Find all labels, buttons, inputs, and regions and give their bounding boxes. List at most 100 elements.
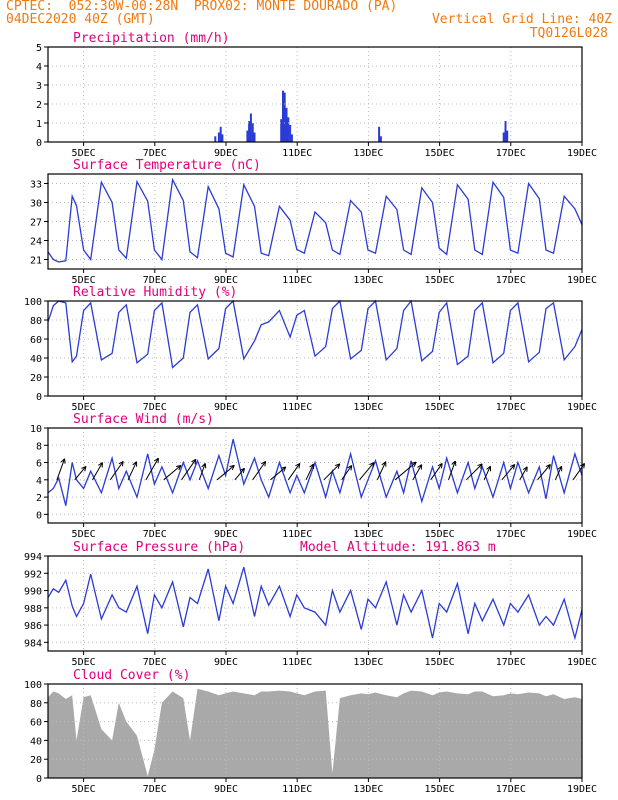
wind-frame <box>47 427 583 524</box>
y-tick-label: 80 <box>30 316 42 327</box>
y-tick-label: 0 <box>36 510 42 521</box>
x-tick-label: 5DEC <box>72 402 96 413</box>
wind-arrow <box>234 467 246 481</box>
wind-arrow <box>74 465 87 481</box>
x-tick-label: 7DEC <box>143 275 167 286</box>
x-tick-label: 19DEC <box>567 148 597 159</box>
precip-bar <box>290 134 293 142</box>
x-tick-label: 15DEC <box>425 275 455 286</box>
y-tick-label: 40 <box>30 354 42 365</box>
precip-bar <box>502 132 505 142</box>
wind-arrow <box>376 461 387 481</box>
wind-arrow <box>287 462 301 481</box>
y-tick-label: 100 <box>24 297 42 308</box>
precip-frame <box>47 46 583 143</box>
precip-bar <box>289 124 292 142</box>
x-tick-label: 7DEC <box>143 402 167 413</box>
x-tick-label: 15DEC <box>425 402 455 413</box>
y-tick-label: 992 <box>24 569 42 580</box>
precip-title: Precipitation (mm/h) <box>73 31 230 46</box>
wind-arrow <box>163 464 182 481</box>
precip-bar <box>283 92 286 142</box>
x-tick-label: 5DEC <box>72 148 96 159</box>
precip-bar <box>280 119 283 142</box>
x-tick-label: 9DEC <box>214 148 238 159</box>
pressure-annotation: Model Altitude: 191.863 m <box>300 540 496 555</box>
temp-title: Surface Temperature (nC) <box>73 158 261 173</box>
y-tick-label: 0 <box>36 774 42 785</box>
y-tick-label: 990 <box>24 587 42 598</box>
y-tick-label: 2 <box>36 493 42 504</box>
header-line3-right: TQ0126L028 <box>529 26 608 41</box>
wind-arrow <box>430 462 443 481</box>
x-tick-label: 9DEC <box>214 657 238 668</box>
wind-arrow <box>537 464 551 481</box>
x-tick-label: 15DEC <box>425 784 455 795</box>
wind-line <box>47 439 583 506</box>
x-tick-label: 15DEC <box>425 148 455 159</box>
pressure-frame <box>47 555 583 652</box>
precip-bar <box>249 113 252 142</box>
wind-panel: 0 2 4 6 8 10 5DEC 7DEC 9DEC 11DEC 13DEC 15DEC 17DEC 1… <box>30 412 597 540</box>
wind-arrow <box>519 466 528 481</box>
y-tick-label: 80 <box>30 699 42 710</box>
temp-line <box>47 177 583 263</box>
wind-arrow <box>145 457 159 481</box>
wind-arrow <box>412 464 423 481</box>
x-tick-label: 5DEC <box>72 657 96 668</box>
x-tick-label: 13DEC <box>353 148 383 159</box>
x-tick-label: 15DEC <box>425 657 455 668</box>
precip-panel: 0 1 2 3 4 5 5DEC 7DEC 9DEC 11DEC 13DEC 15DEC 17DEC 19… <box>36 31 597 159</box>
x-tick-label: 17DEC <box>496 529 526 540</box>
precip-bar <box>504 121 507 142</box>
pressure-line <box>47 567 583 641</box>
precip-bar <box>378 126 381 142</box>
wind-arrow <box>341 465 353 481</box>
x-tick-label: 17DEC <box>496 784 526 795</box>
precip-bar <box>287 117 290 142</box>
x-tick-label: 7DEC <box>143 148 167 159</box>
cloud-title: Cloud Cover (%) <box>73 668 190 683</box>
rh-title: Relative Humidity (%) <box>73 285 237 300</box>
x-tick-label: 19DEC <box>567 275 597 286</box>
precip-bar <box>286 121 289 142</box>
wind-arrow <box>554 465 563 481</box>
y-tick-label: 4 <box>36 62 42 73</box>
x-tick-label: 5DEC <box>72 784 96 795</box>
y-tick-label: 0 <box>36 138 42 149</box>
x-tick-label: 11DEC <box>282 275 312 286</box>
wind-arrow <box>394 461 417 481</box>
y-tick-label: 986 <box>24 621 42 632</box>
wind-arrow <box>198 463 207 480</box>
wind-arrow <box>181 458 197 481</box>
precip-bar <box>221 134 224 142</box>
x-tick-label: 19DEC <box>567 402 597 413</box>
wind-arrow <box>448 460 457 480</box>
precip-bar <box>219 126 222 142</box>
wind-arrow <box>270 466 287 481</box>
wind-arrow <box>56 458 66 480</box>
cloud-panel: 0 20 40 60 80 100 5DEC 7DEC 9DEC 11DEC 13DEC 15DEC 1… <box>24 668 597 795</box>
x-tick-label: 13DEC <box>353 784 383 795</box>
y-tick-label: 4 <box>36 476 42 487</box>
x-tick-label: 17DEC <box>496 657 526 668</box>
y-tick-label: 994 <box>24 552 42 563</box>
temp-panel: 21 24 27 30 33 5DEC 7DEC 9DEC 11DEC 13DEC 15DEC 17D… <box>30 158 597 286</box>
y-tick-label: 984 <box>24 638 42 649</box>
y-tick-label: 100 <box>24 680 42 691</box>
x-tick-label: 13DEC <box>353 529 383 540</box>
wind-arrow <box>92 462 103 481</box>
pressure-title: Surface Pressure (hPa) <box>73 540 245 555</box>
x-tick-label: 19DEC <box>567 657 597 668</box>
precip-bar <box>282 90 284 142</box>
x-tick-label: 19DEC <box>567 529 597 540</box>
wind-title: Surface Wind (m/s) <box>73 412 214 427</box>
x-tick-label: 13DEC <box>353 402 383 413</box>
wind-arrow <box>127 461 138 481</box>
x-tick-label: 9DEC <box>214 784 238 795</box>
y-tick-label: 6 <box>36 459 42 470</box>
x-tick-label: 11DEC <box>282 402 312 413</box>
y-tick-label: 988 <box>24 604 42 615</box>
y-tick-label: 20 <box>30 755 42 766</box>
